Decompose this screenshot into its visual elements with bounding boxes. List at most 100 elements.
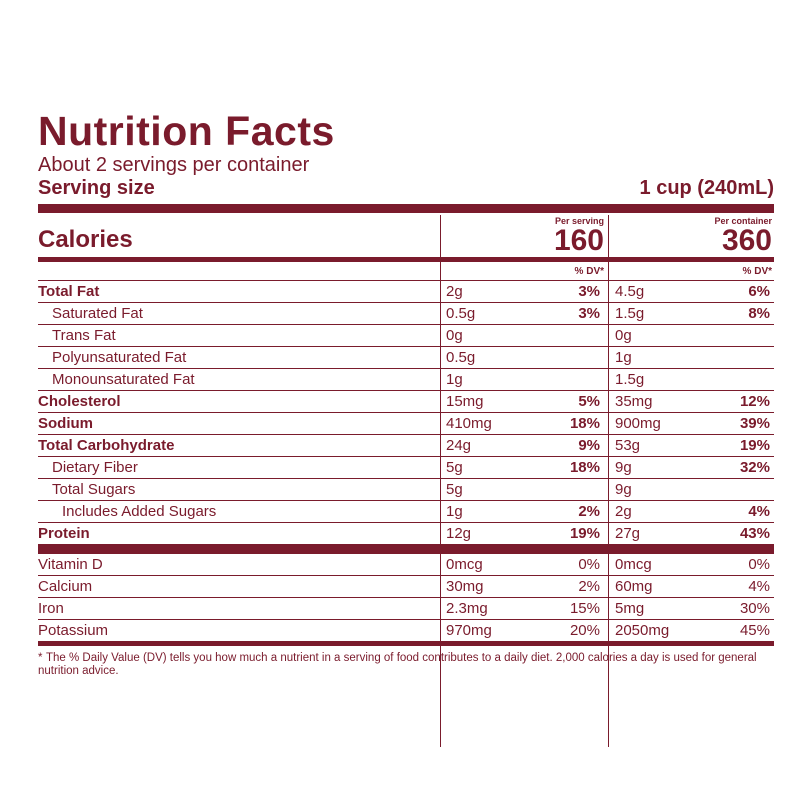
dv-per-container: 4% <box>748 503 770 520</box>
nutrient-name: Cholesterol <box>38 393 121 410</box>
table-row: Total Carbohydrate 24g 9% 53g 19% <box>38 435 774 457</box>
bottom-divider <box>38 642 774 646</box>
amount-per-container: 2g <box>615 503 632 520</box>
dv-per-container: 12% <box>739 393 770 410</box>
amount-per-serving: 970mg <box>446 622 492 639</box>
dv-per-serving: 2% <box>578 578 600 595</box>
calories-divider <box>38 257 774 262</box>
dv-per-serving: 2% <box>578 503 600 520</box>
amount-per-container: 35mg <box>615 393 653 410</box>
amount-per-serving: 2g <box>446 283 463 300</box>
serving-size-row: Serving size 1 cup (240mL) <box>38 176 774 200</box>
nutrient-rows: Total Fat 2g 3% 4.5g 6% Saturated Fat 0.5g 3% 1.… <box>38 281 774 545</box>
table-row: Cholesterol 15mg 5% 35mg 12% <box>38 391 774 413</box>
amount-per-serving: 0mcg <box>446 556 483 573</box>
amount-per-serving: 2.3mg <box>446 600 488 617</box>
dv-per-serving: 15% <box>569 600 600 617</box>
calories-per-serving: 160 <box>553 224 604 257</box>
table-row: Total Fat 2g 3% 4.5g 6% <box>38 281 774 303</box>
nutrient-name: Dietary Fiber <box>52 459 138 476</box>
nutrient-name: Total Carbohydrate <box>38 437 175 454</box>
amount-per-container: 9g <box>615 481 632 498</box>
dv-per-serving: 3% <box>578 305 600 322</box>
amount-per-container: 0g <box>615 327 632 344</box>
amount-per-container: 53g <box>615 437 641 454</box>
dv-per-serving: 9% <box>578 437 600 454</box>
amount-per-serving: 30mg <box>446 578 484 595</box>
footnote: * The % Daily Value (DV) tells you how mu… <box>38 646 774 678</box>
thick-divider <box>38 204 774 213</box>
amount-per-container: 60mg <box>615 578 653 595</box>
amount-per-container: 900mg <box>615 415 661 432</box>
amount-per-container: 1g <box>615 349 632 366</box>
amount-per-container: 1.5g <box>615 371 645 388</box>
per-serving-header: Per serving 160 <box>554 213 604 256</box>
label-title: Nutrition Facts <box>38 108 335 154</box>
amount-per-serving: 5g <box>446 481 463 498</box>
dv-per-container: 43% <box>739 525 770 542</box>
dv-per-serving: 5% <box>578 393 600 410</box>
nutrient-name: Iron <box>38 600 64 617</box>
nutrient-name: Includes Added Sugars <box>62 503 217 520</box>
table-row: Potassium 970mg 20% 2050mg 45% <box>38 620 774 642</box>
dv-per-container: 45% <box>739 622 770 639</box>
nutrient-name: Vitamin D <box>38 556 103 573</box>
nutrient-name: Protein <box>38 525 90 542</box>
amount-per-serving: 5g <box>446 459 463 476</box>
per-container-header: Per container 360 <box>714 213 772 256</box>
dv-per-container: 32% <box>739 459 770 476</box>
amount-per-container: 2050mg <box>615 622 670 639</box>
nutrient-name: Monounsaturated Fat <box>52 371 195 388</box>
nutrition-label: Nutrition Facts About 2 servings per con… <box>38 108 774 747</box>
amount-per-serving: 1g <box>446 503 463 520</box>
amount-per-serving: 1g <box>446 371 463 388</box>
table-row: Trans Fat 0g 0g <box>38 325 774 347</box>
footnote-text: The % Daily Value (DV) tells you how muc… <box>38 652 757 677</box>
servings-per-container: About 2 servings per container <box>38 154 310 176</box>
table-row: Iron 2.3mg 15% 5mg 30% <box>38 598 774 620</box>
dv-per-container: 6% <box>748 283 770 300</box>
nutrient-name: Potassium <box>38 622 109 639</box>
amount-per-container: 27g <box>615 525 641 542</box>
dv-per-container: 8% <box>748 305 770 322</box>
serving-size-label: Serving size <box>38 177 155 199</box>
table-row: Total Sugars 5g 9g <box>38 479 774 501</box>
amount-per-container: 1.5g <box>615 305 645 322</box>
dv-header-container: % DV* <box>742 266 772 277</box>
dv-per-serving: 18% <box>569 459 600 476</box>
nutrient-name: Saturated Fat <box>52 305 143 322</box>
dv-per-serving: 19% <box>569 525 600 542</box>
dv-header-serving: % DV* <box>574 266 604 277</box>
column-divider-serving <box>440 215 441 747</box>
amount-per-container: 4.5g <box>615 283 645 300</box>
footnote-asterisk: * <box>38 652 43 664</box>
per-serving-label: Per serving <box>554 216 604 226</box>
calories-section: Calories Per serving 160 Per container 3… <box>38 213 774 257</box>
table-row: Sodium 410mg 18% 900mg 39% <box>38 413 774 435</box>
dv-per-container: 4% <box>748 578 770 595</box>
column-divider-container <box>608 215 609 747</box>
nutrient-name: Sodium <box>38 415 93 432</box>
table-row: Calcium 30mg 2% 60mg 4% <box>38 576 774 598</box>
amount-per-serving: 15mg <box>446 393 484 410</box>
dv-per-container: 39% <box>739 415 770 432</box>
dv-header-row: % DV* % DV* <box>38 262 774 281</box>
nutrient-name: Polyunsaturated Fat <box>52 349 187 366</box>
calories-label: Calories <box>38 226 133 253</box>
nutrient-name: Trans Fat <box>52 327 116 344</box>
dv-per-serving: 0% <box>578 556 600 573</box>
table-row: Monounsaturated Fat 1g 1.5g <box>38 369 774 391</box>
dv-per-container: 19% <box>739 437 770 454</box>
amount-per-serving: 410mg <box>446 415 492 432</box>
amount-per-serving: 0.5g <box>446 349 476 366</box>
calories-per-container: 360 <box>721 224 772 257</box>
amount-per-serving: 0.5g <box>446 305 476 322</box>
dv-per-serving: 18% <box>569 415 600 432</box>
amount-per-container: 9g <box>615 459 632 476</box>
serving-size-value: 1 cup (240mL) <box>639 177 774 199</box>
table-row: Protein 12g 19% 27g 43% <box>38 523 774 545</box>
amount-per-serving: 12g <box>446 525 472 542</box>
dv-per-container: 0% <box>748 556 770 573</box>
vitamin-rows: Vitamin D 0mcg 0% 0mcg 0% Calcium 30mg 2% 60mg 4%… <box>38 554 774 642</box>
table-row: Saturated Fat 0.5g 3% 1.5g 8% <box>38 303 774 325</box>
